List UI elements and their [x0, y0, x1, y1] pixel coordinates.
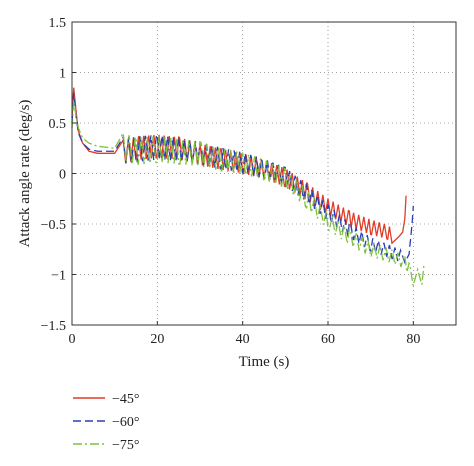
series-lines	[71, 87, 425, 288]
legend-label: −45°	[112, 392, 140, 407]
series-line	[71, 87, 407, 245]
x-tick-label: 20	[150, 332, 164, 347]
x-tick-label: 40	[236, 332, 250, 347]
y-tick-label: −1	[51, 269, 66, 284]
x-tick-label: 80	[406, 332, 420, 347]
x-axis-label: Time (s)	[239, 354, 290, 370]
axis-ticks: 0 20 40 60 80 −1.5 −1 −0.5 0 0.5 1 1.5	[41, 16, 421, 347]
grid-lines	[72, 22, 456, 325]
y-tick-label: 0	[59, 168, 66, 183]
series-line	[71, 92, 414, 264]
legend-label: −60°	[112, 415, 140, 430]
x-tick-label: 60	[321, 332, 335, 347]
x-tick-label: 0	[69, 332, 76, 347]
series-line	[71, 100, 425, 288]
y-tick-label: 1.5	[49, 16, 67, 31]
y-tick-label: 1	[59, 67, 66, 82]
legend: −45° −60° −75°	[73, 392, 140, 453]
y-tick-label: −0.5	[41, 218, 66, 233]
y-tick-label: −1.5	[41, 319, 66, 334]
legend-label: −75°	[112, 438, 140, 453]
y-axis-label: Attack angle rate (deg/s)	[17, 100, 33, 248]
y-tick-label: 0.5	[49, 117, 67, 132]
